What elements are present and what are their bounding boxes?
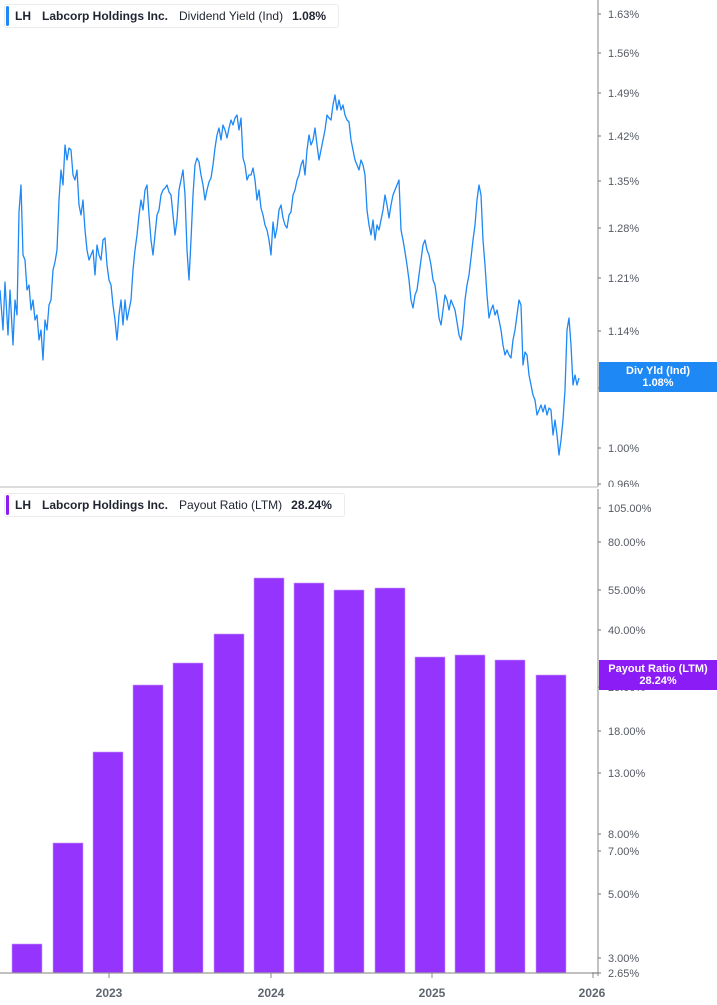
y-tick-label: 3.00% [608, 953, 639, 965]
y-tick-label: 7.00% [608, 846, 639, 858]
y-tick-label: 105.00% [608, 503, 652, 515]
y-tick-label: 1.49% [608, 88, 639, 100]
x-tick-label-2024: 2024 [258, 986, 285, 1000]
dividend-yield-line [0, 94, 580, 456]
payout-ratio-bars [11, 577, 567, 974]
y-tick-label: 1.56% [608, 48, 639, 60]
y-tick-label: 1.63% [608, 9, 639, 21]
y-tick-label: 1.35% [608, 176, 639, 188]
bar [11, 943, 43, 974]
payout-ratio-legend: LH Labcorp Holdings Inc. Payout Ratio (L… [4, 493, 345, 517]
bar [374, 587, 406, 974]
y-axis-ticks: 105.00% 80.00% 55.00% 40.00% 25.00% 18.0… [592, 503, 652, 980]
current-value-tag-dividend-yield: Div Yld (Ind) 1.08% [599, 362, 717, 392]
y-tick-label: 55.00% [608, 585, 646, 597]
current-value-tag-payout-ratio: Payout Ratio (LTM) 28.24% [599, 660, 717, 690]
y-tick-label: 8.00% [608, 829, 639, 841]
dividend-yield-chart[interactable]: 1.63% 1.56% 1.49% 1.42% 1.35% 1.28% 1.21… [0, 0, 717, 487]
bar [92, 751, 124, 974]
y-tick-label: 18.00% [608, 726, 646, 738]
series-color-swatch [6, 6, 9, 26]
dividend-yield-legend: LH Labcorp Holdings Inc. Dividend Yield … [4, 4, 340, 28]
y-tick-label: 1.42% [608, 131, 639, 143]
bar [293, 582, 325, 974]
y-tick-label: 1.00% [608, 443, 639, 455]
legend-ticker: LH [15, 498, 31, 512]
y-tick-label: 5.00% [608, 889, 639, 901]
bar [414, 656, 446, 974]
tag-value: 1.08% [642, 377, 674, 389]
x-tick-label-2025: 2025 [419, 986, 446, 1000]
y-tick-label: 80.00% [608, 537, 646, 549]
bar [333, 589, 365, 974]
y-tick-label: 13.00% [608, 768, 646, 780]
bar [253, 577, 285, 974]
legend-value: 1.08% [292, 9, 327, 23]
y-tick-label: 2.65% [608, 968, 639, 980]
dividend-yield-chart-panel: 1.63% 1.56% 1.49% 1.42% 1.35% 1.28% 1.21… [0, 0, 717, 487]
x-axis-ticks: 2023 2024 2025 2026 [96, 973, 606, 1000]
x-tick-label-2023: 2023 [96, 986, 123, 1000]
bar [172, 662, 204, 974]
y-tick-label: 1.21% [608, 273, 639, 285]
y-tick-label: 1.14% [608, 326, 639, 338]
tag-value: 28.24% [639, 675, 677, 687]
y-tick-label: 0.96% [608, 479, 639, 487]
bar [213, 633, 245, 974]
legend-company: Labcorp Holdings Inc. [42, 498, 169, 512]
legend-ticker: LH [15, 9, 31, 23]
bar [52, 842, 84, 974]
series-color-swatch [6, 495, 9, 515]
legend-metric: Payout Ratio (LTM) [179, 498, 283, 512]
y-tick-label: 40.00% [608, 625, 646, 637]
x-tick-label-2026: 2026 [579, 986, 606, 1000]
y-tick-label: 1.28% [608, 223, 639, 235]
legend-company: Labcorp Holdings Inc. [42, 9, 169, 23]
legend-value: 28.24% [291, 498, 332, 512]
legend-metric: Dividend Yield (Ind) [179, 9, 284, 23]
payout-ratio-chart-panel: 2023 2024 2025 2026 105.00% 80.00% 55.00… [0, 489, 717, 1005]
payout-ratio-chart[interactable]: 2023 2024 2025 2026 105.00% 80.00% 55.00… [0, 489, 717, 1005]
tag-label: Payout Ratio (LTM) [608, 663, 708, 675]
bar [132, 684, 164, 974]
tag-label: Div Yld (Ind) [626, 365, 690, 377]
bar [494, 659, 526, 974]
bar [454, 654, 486, 974]
panel-divider[interactable] [0, 486, 598, 488]
bar [535, 674, 567, 974]
y-axis-ticks: 1.63% 1.56% 1.49% 1.42% 1.35% 1.28% 1.21… [598, 9, 639, 487]
